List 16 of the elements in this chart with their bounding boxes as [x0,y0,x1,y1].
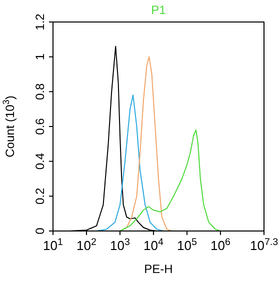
x-tick-label: 10$^{1}$ [43,236,63,253]
y-tick-label: 0.6 [33,118,47,135]
y-tick-label: 0.2 [33,188,47,205]
y-tick-label: 1 [33,53,47,60]
x-tick-label: 10$^{4}$ [144,236,164,253]
y-tick-label: 0.8 [33,83,47,100]
x-tick-label: 10$^{6}$ [210,236,230,253]
x-tick-label: 10$^{7.3}$ [250,236,278,253]
y-tick-label: 0.4 [33,152,47,170]
x-tick-label: 10$^{3}$ [110,236,130,253]
y-tick-label: 1.2 [33,13,47,30]
y-tick-label: 0 [33,227,47,234]
chart-title: P1 [151,3,166,17]
x-tick-label: 10$^{2}$ [76,236,96,253]
x-tick-label: 10$^{5}$ [177,236,198,253]
x-axis-title: PE-H [144,262,173,276]
